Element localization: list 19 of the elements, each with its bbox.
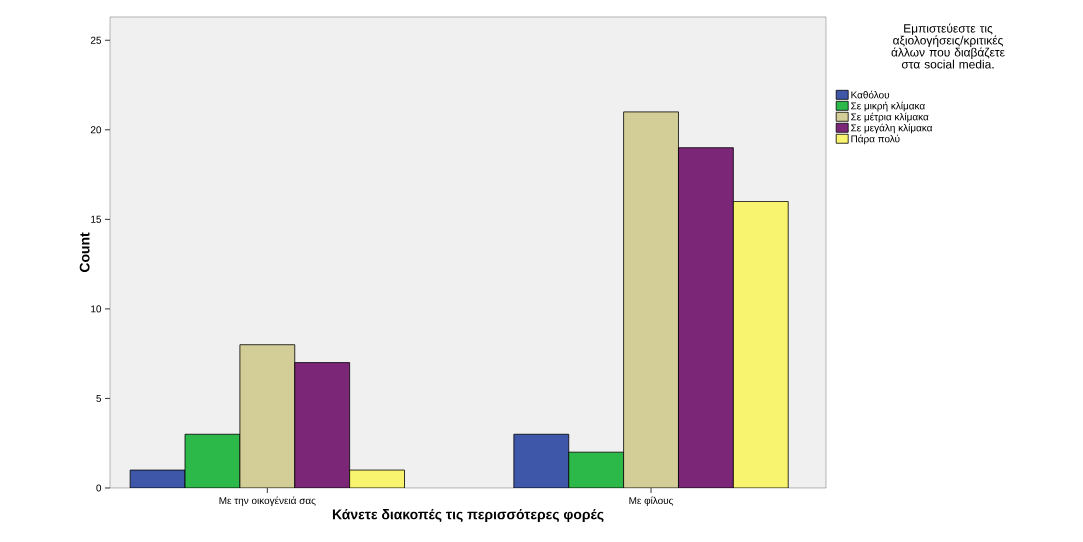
y-tick-label: 10 [91,305,102,313]
legend-label: Σε μικρή κλίμακα [851,101,925,112]
legend-label: Καθόλου [851,90,890,99]
bar [568,451,624,488]
y-tick-label: 5 [96,394,102,402]
x-tick-label: Με την οικογένειά σας [219,496,316,507]
x-tick-label: Με φίλους [629,496,674,507]
y-tick-label: 25 [90,36,102,44]
legend-title: Εμπιστεύεστε τις αξιολογήσεις/κριτικές άλλων που διαβάζετε στα social media. [891,23,1005,69]
y-tick-label: 20 [90,126,102,134]
y-tick-label: 15 [91,215,102,223]
bar [184,433,241,488]
y-axis-title: Count [79,232,90,273]
legend-label: Σε μέτρια κλίμακα [851,112,929,123]
legend-label: Πάρα πολύ [851,134,900,145]
x-axis-title: Κάνετε διακοπές τις περισσότερες φορές [332,508,604,523]
y-tick-label: 0 [96,484,102,492]
legend-label: Σε μεγάλη κλίμακα [851,123,933,134]
bar [513,433,570,488]
